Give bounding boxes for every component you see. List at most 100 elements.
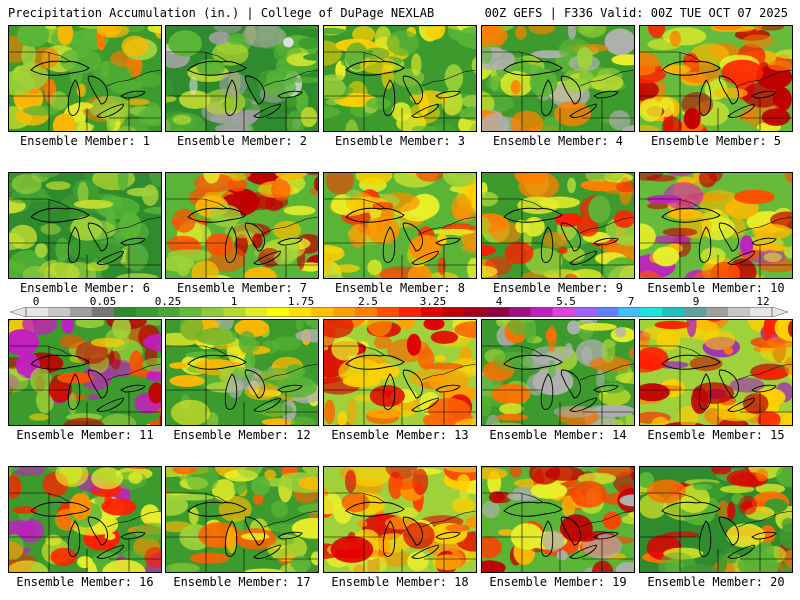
geographic-outlines — [324, 492, 476, 572]
colorbar-swatch — [728, 307, 751, 317]
colorbar-max-arrow — [771, 307, 788, 317]
colorbar-swatch — [157, 307, 180, 317]
colorbar-swatch — [289, 307, 312, 317]
colorbar-swatch — [552, 307, 575, 317]
ensemble-member-label-18: Ensemble Member: 18 — [331, 575, 469, 589]
ensemble-member-panel-13 — [323, 319, 477, 426]
geographic-outlines — [482, 492, 634, 572]
ensemble-member-panel-14 — [481, 319, 635, 426]
chart-title: Precipitation Accumulation (in.) | Colle… — [8, 6, 435, 20]
precip-map-4 — [482, 26, 634, 131]
colorbar-swatch — [662, 307, 685, 317]
colorbar-tick-label: 9 — [692, 295, 700, 308]
geographic-outlines — [9, 345, 161, 425]
colorbar-swatch — [530, 307, 553, 317]
geographic-outlines — [640, 345, 792, 425]
ensemble-member-label-1: Ensemble Member: 1 — [19, 134, 151, 148]
precip-field — [9, 173, 161, 278]
colorbar-tick-label: 0 — [32, 295, 40, 308]
colorbar-swatch — [69, 307, 93, 317]
ensemble-member-label-15: Ensemble Member: 15 — [647, 428, 785, 442]
precip-field — [482, 467, 634, 572]
ensemble-member-panel-10 — [639, 172, 793, 279]
precip-field — [324, 467, 476, 572]
colorbar-swatch — [223, 307, 246, 317]
precip-map-5 — [640, 26, 792, 131]
ensemble-member-panel-11 — [8, 319, 162, 426]
ensemble-member-panel-9 — [481, 172, 635, 279]
ensemble-member-label-17: Ensemble Member: 17 — [173, 575, 311, 589]
geographic-outlines — [482, 198, 634, 278]
precip-field — [9, 26, 161, 131]
ensemble-member-panel-15 — [639, 319, 793, 426]
ensemble-member-label-7: Ensemble Member: 7 — [176, 281, 308, 295]
precip-map-18 — [324, 467, 476, 572]
colorbar-swatch — [464, 307, 488, 317]
precip-field — [482, 26, 634, 131]
run-valid-time: 00Z GEFS | F336 Valid: 00Z TUE OCT 07 20… — [484, 6, 788, 20]
precip-field — [324, 26, 476, 131]
geographic-outlines — [640, 198, 792, 278]
colorbar-swatch — [26, 307, 49, 317]
precip-colorbar — [10, 307, 788, 317]
geographic-outlines — [166, 198, 318, 278]
ensemble-member-panel-8 — [323, 172, 477, 279]
precip-map-8 — [324, 173, 476, 278]
ensemble-member-label-8: Ensemble Member: 8 — [334, 281, 466, 295]
precip-map-1 — [9, 26, 161, 131]
colorbar-swatch — [377, 307, 400, 317]
ensemble-member-label-19: Ensemble Member: 19 — [489, 575, 627, 589]
colorbar-swatch — [684, 307, 707, 317]
colorbar-swatch — [420, 307, 444, 317]
colorbar-tick-label: 2.5 — [358, 295, 378, 308]
ensemble-member-label-14: Ensemble Member: 14 — [489, 428, 627, 442]
colorbar-swatch — [91, 307, 115, 317]
ensemble-member-label-2: Ensemble Member: 2 — [176, 134, 308, 148]
colorbar-tick-label: 5.5 — [556, 295, 576, 308]
ensemble-member-label-13: Ensemble Member: 13 — [331, 428, 469, 442]
ensemble-member-label-3: Ensemble Member: 3 — [334, 134, 466, 148]
ensemble-member-label-5: Ensemble Member: 5 — [650, 134, 782, 148]
geographic-outlines — [9, 198, 161, 278]
colorbar-swatch — [135, 307, 159, 317]
ensemble-member-panel-20 — [639, 466, 793, 573]
colorbar-swatch — [47, 307, 71, 317]
colorbar-swatch — [442, 307, 466, 317]
ensemble-member-panel-7 — [165, 172, 319, 279]
precip-map-16 — [9, 467, 161, 572]
geographic-outlines — [166, 51, 318, 131]
precip-map-3 — [324, 26, 476, 131]
ensemble-member-label-20: Ensemble Member: 20 — [647, 575, 785, 589]
colorbar-swatch — [486, 307, 510, 317]
colorbar-swatch — [113, 307, 137, 317]
ensemble-member-panel-5 — [639, 25, 793, 132]
precip-map-15 — [640, 320, 792, 425]
colorbar-tick-label: 0.25 — [154, 295, 182, 308]
precip-field — [640, 320, 792, 425]
ensemble-member-panel-1 — [8, 25, 162, 132]
geographic-outlines — [482, 345, 634, 425]
ensemble-member-panel-12 — [165, 319, 319, 426]
geographic-outlines — [640, 492, 792, 572]
colorbar-tick-label: 4 — [495, 295, 503, 308]
ensemble-member-panel-16 — [8, 466, 162, 573]
colorbar-swatch — [706, 307, 729, 317]
ensemble-member-label-6: Ensemble Member: 6 — [19, 281, 151, 295]
precip-map-2 — [166, 26, 318, 131]
colorbar-swatch — [508, 307, 532, 317]
precip-map-13 — [324, 320, 476, 425]
geographic-outlines — [166, 492, 318, 572]
colorbar-swatch — [596, 307, 619, 317]
precip-map-19 — [482, 467, 634, 572]
colorbar-min-arrow — [10, 307, 27, 317]
colorbar-swatch — [179, 307, 202, 317]
precip-field — [640, 467, 792, 572]
colorbar-graphic — [10, 307, 788, 317]
colorbar-tick-label: 0.05 — [89, 295, 117, 308]
ensemble-member-panel-18 — [323, 466, 477, 573]
colorbar-swatch — [201, 307, 224, 317]
colorbar-swatch — [311, 307, 334, 317]
precip-map-14 — [482, 320, 634, 425]
precip-field — [9, 467, 161, 572]
geographic-outlines — [324, 51, 476, 131]
